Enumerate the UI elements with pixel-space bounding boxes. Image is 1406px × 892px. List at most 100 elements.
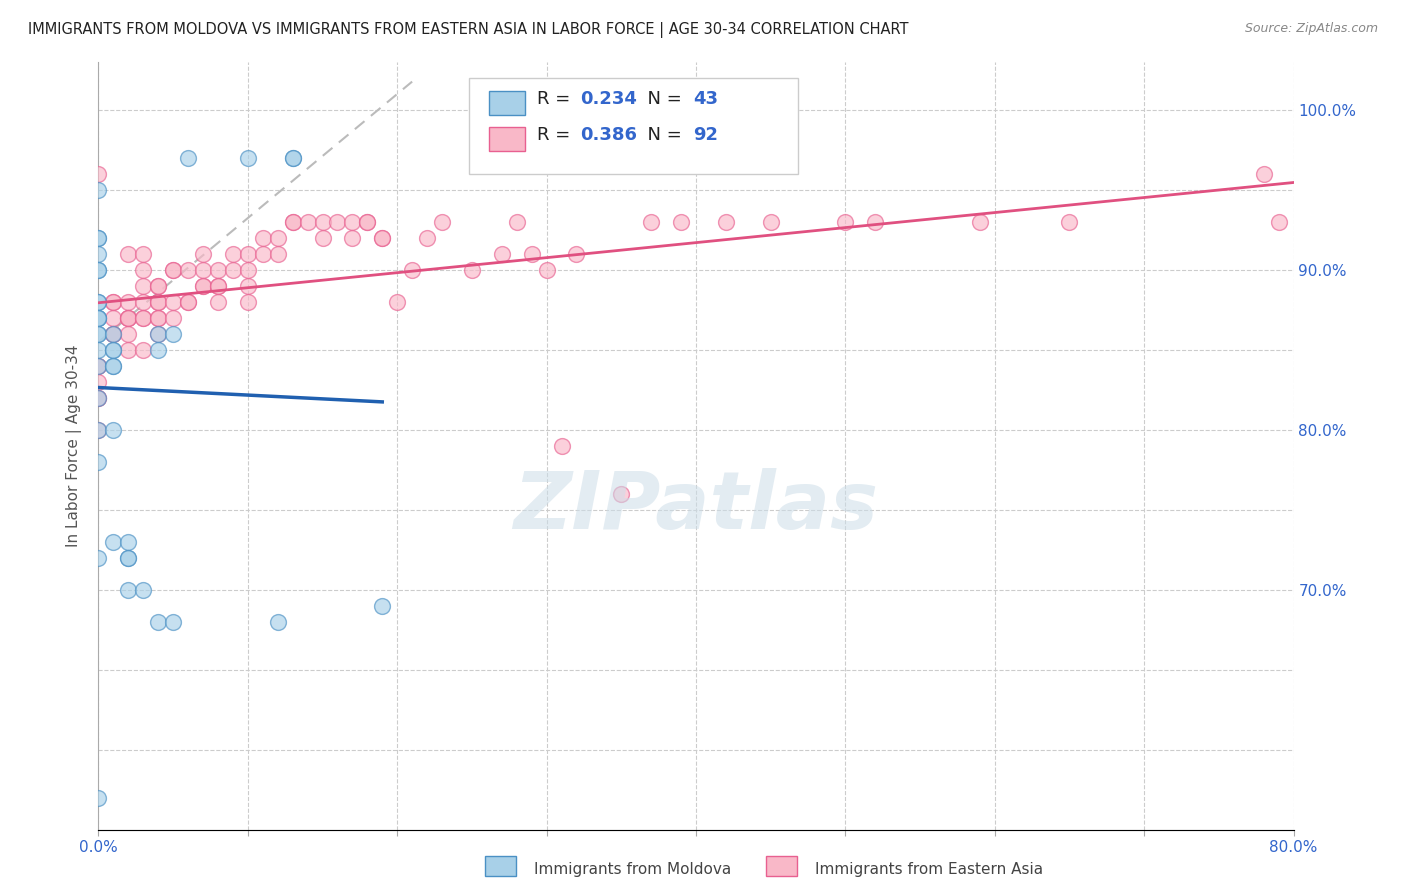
FancyBboxPatch shape	[489, 91, 524, 115]
Point	[87, 295, 110, 310]
Point	[371, 599, 394, 613]
Y-axis label: In Labor Force | Age 30-34: In Labor Force | Age 30-34	[66, 344, 83, 548]
FancyBboxPatch shape	[489, 127, 524, 152]
Point	[117, 311, 139, 326]
Point	[117, 535, 139, 549]
Text: Immigrants from Moldova: Immigrants from Moldova	[534, 863, 731, 877]
Point	[148, 311, 170, 326]
Point	[117, 343, 139, 358]
Point	[87, 455, 110, 469]
Point	[236, 279, 259, 293]
Point	[401, 263, 423, 277]
Text: Source: ZipAtlas.com: Source: ZipAtlas.com	[1244, 22, 1378, 36]
FancyBboxPatch shape	[470, 78, 797, 174]
Text: ZIPatlas: ZIPatlas	[513, 468, 879, 547]
Point	[87, 550, 110, 565]
Point	[87, 327, 110, 342]
Point	[148, 279, 170, 293]
Point	[132, 279, 155, 293]
Point	[148, 327, 170, 342]
Point	[162, 263, 184, 277]
Text: Immigrants from Eastern Asia: Immigrants from Eastern Asia	[815, 863, 1043, 877]
Point	[103, 327, 125, 342]
Text: R =: R =	[537, 90, 576, 108]
Point	[1253, 167, 1275, 181]
Point	[87, 343, 110, 358]
Point	[87, 231, 110, 245]
Point	[640, 215, 662, 229]
Point	[550, 439, 572, 453]
Point	[252, 247, 274, 261]
Point	[1267, 215, 1289, 229]
Point	[87, 295, 110, 310]
FancyBboxPatch shape	[485, 856, 516, 876]
Point	[162, 295, 184, 310]
Point	[117, 295, 139, 310]
Point	[117, 311, 139, 326]
Point	[207, 279, 229, 293]
Point	[714, 215, 737, 229]
Point	[148, 279, 170, 293]
Point	[117, 327, 139, 342]
Point	[132, 311, 155, 326]
Point	[117, 550, 139, 565]
Point	[177, 263, 200, 277]
Point	[191, 247, 214, 261]
Point	[132, 295, 155, 310]
Point	[356, 215, 378, 229]
Text: 92: 92	[693, 127, 718, 145]
Point	[416, 231, 439, 245]
Point	[87, 391, 110, 405]
Point	[342, 231, 364, 245]
Point	[103, 423, 125, 437]
Point	[87, 311, 110, 326]
Point	[281, 215, 304, 229]
Point	[222, 247, 245, 261]
Point	[162, 615, 184, 629]
Point	[342, 215, 364, 229]
Point	[87, 247, 110, 261]
Point	[520, 247, 543, 261]
Point	[132, 582, 155, 597]
Point	[177, 295, 200, 310]
Point	[103, 327, 125, 342]
Point	[148, 327, 170, 342]
Point	[669, 215, 692, 229]
Point	[103, 359, 125, 373]
Point	[87, 391, 110, 405]
Point	[191, 279, 214, 293]
Point	[148, 311, 170, 326]
Point	[103, 295, 125, 310]
Point	[461, 263, 484, 277]
Point	[87, 263, 110, 277]
Point	[311, 231, 333, 245]
Point	[610, 487, 633, 501]
Point	[148, 295, 170, 310]
Point	[87, 359, 110, 373]
Point	[1059, 215, 1081, 229]
Point	[281, 152, 304, 166]
Point	[191, 263, 214, 277]
Point	[267, 231, 290, 245]
Point	[207, 279, 229, 293]
Point	[87, 423, 110, 437]
Point	[132, 311, 155, 326]
Point	[177, 295, 200, 310]
Point	[87, 423, 110, 437]
Point	[236, 263, 259, 277]
Text: R =: R =	[537, 127, 576, 145]
Point	[103, 295, 125, 310]
Text: N =: N =	[637, 127, 688, 145]
Point	[148, 615, 170, 629]
Text: 0.386: 0.386	[581, 127, 637, 145]
Point	[281, 215, 304, 229]
Point	[281, 152, 304, 166]
Point	[87, 391, 110, 405]
Point	[222, 263, 245, 277]
Point	[236, 295, 259, 310]
Point	[162, 311, 184, 326]
Point	[207, 263, 229, 277]
Point	[506, 215, 529, 229]
Point	[117, 550, 139, 565]
Point	[103, 327, 125, 342]
